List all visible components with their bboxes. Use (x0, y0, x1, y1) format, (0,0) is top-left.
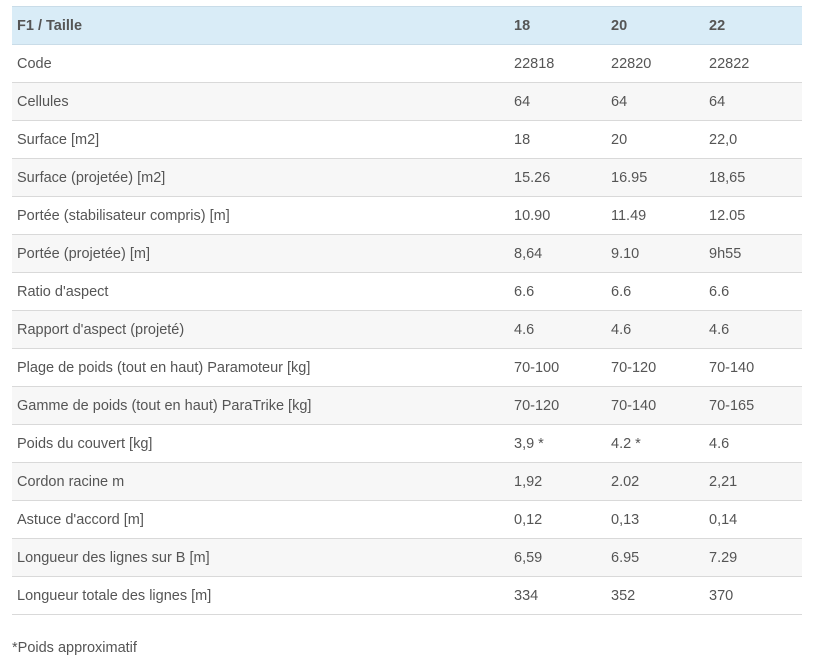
table-row: Longueur totale des lignes [m] 334 352 3… (12, 576, 802, 615)
table-row: Cordon racine m 1,92 2.02 2,21 (12, 462, 802, 501)
cell-value: 18 (509, 120, 606, 159)
cell-value: 11.49 (606, 196, 704, 235)
cell-value: 22820 (606, 44, 704, 83)
cell-value: 4.2 * (606, 424, 704, 463)
cell-value: 22818 (509, 44, 606, 83)
table-row: Portée (stabilisateur compris) [m] 10.90… (12, 196, 802, 235)
row-label: Cordon racine m (12, 462, 509, 501)
header-cell-size-22: 22 (704, 6, 802, 45)
cell-value: 70-140 (704, 348, 802, 387)
table-row: Rapport d'aspect (projeté) 4.6 4.6 4.6 (12, 310, 802, 349)
table-row: Longueur des lignes sur B [m] 6,59 6.95 … (12, 538, 802, 577)
row-label: Astuce d'accord [m] (12, 500, 509, 539)
table-row: Cellules 64 64 64 (12, 82, 802, 121)
cell-value: 64 (704, 82, 802, 121)
cell-value: 8,64 (509, 234, 606, 273)
row-label: Plage de poids (tout en haut) Paramoteur… (12, 348, 509, 387)
row-label: Surface [m2] (12, 120, 509, 159)
row-label: Ratio d'aspect (12, 272, 509, 311)
row-label: Code (12, 44, 509, 83)
cell-value: 6.6 (606, 272, 704, 311)
row-label: Longueur des lignes sur B [m] (12, 538, 509, 577)
cell-value: 16.95 (606, 158, 704, 197)
table-row: Gamme de poids (tout en haut) ParaTrike … (12, 386, 802, 425)
table-row: Portée (projetée) [m] 8,64 9.10 9h55 (12, 234, 802, 273)
row-label: Portée (stabilisateur compris) [m] (12, 196, 509, 235)
cell-value: 70-140 (606, 386, 704, 425)
cell-value: 4.6 (704, 310, 802, 349)
row-label: Portée (projetée) [m] (12, 234, 509, 273)
row-label: Longueur totale des lignes [m] (12, 576, 509, 615)
row-label: Surface (projetée) [m2] (12, 158, 509, 197)
table-row: Poids du couvert [kg] 3,9 * 4.2 * 4.6 (12, 424, 802, 463)
cell-value: 10.90 (509, 196, 606, 235)
cell-value: 6.6 (509, 272, 606, 311)
cell-value: 4.6 (704, 424, 802, 463)
cell-value: 15.26 (509, 158, 606, 197)
cell-value: 0,12 (509, 500, 606, 539)
cell-value: 334 (509, 576, 606, 615)
table-row: Surface (projetée) [m2] 15.26 16.95 18,6… (12, 158, 802, 197)
table-row: Astuce d'accord [m] 0,12 0,13 0,14 (12, 500, 802, 539)
cell-value: 70-120 (509, 386, 606, 425)
row-label: Poids du couvert [kg] (12, 424, 509, 463)
cell-value: 6,59 (509, 538, 606, 577)
cell-value: 352 (606, 576, 704, 615)
table-row: Surface [m2] 18 20 22,0 (12, 120, 802, 159)
cell-value: 70-120 (606, 348, 704, 387)
cell-value: 6.95 (606, 538, 704, 577)
header-cell-size-18: 18 (509, 6, 606, 45)
cell-value: 4.6 (606, 310, 704, 349)
cell-value: 64 (509, 82, 606, 121)
cell-value: 3,9 * (509, 424, 606, 463)
cell-value: 22822 (704, 44, 802, 83)
cell-value: 370 (704, 576, 802, 615)
cell-value: 22,0 (704, 120, 802, 159)
table-row: Ratio d'aspect 6.6 6.6 6.6 (12, 272, 802, 311)
header-cell-label: F1 / Taille (12, 6, 509, 45)
cell-value: 20 (606, 120, 704, 159)
cell-value: 1,92 (509, 462, 606, 501)
cell-value: 6.6 (704, 272, 802, 311)
row-label: Gamme de poids (tout en haut) ParaTrike … (12, 386, 509, 425)
table-body: Code 22818 22820 22822 Cellules 64 64 64… (12, 44, 802, 615)
header-row: F1 / Taille 18 20 22 (12, 6, 802, 45)
cell-value: 2,21 (704, 462, 802, 501)
cell-value: 4.6 (509, 310, 606, 349)
header-cell-size-20: 20 (606, 6, 704, 45)
table-row: Code 22818 22820 22822 (12, 44, 802, 83)
cell-value: 0,13 (606, 500, 704, 539)
cell-value: 70-100 (509, 348, 606, 387)
row-label: Cellules (12, 82, 509, 121)
row-label: Rapport d'aspect (projeté) (12, 310, 509, 349)
footnote: *Poids approximatif (12, 640, 137, 656)
cell-value: 64 (606, 82, 704, 121)
cell-value: 12.05 (704, 196, 802, 235)
table-row: Plage de poids (tout en haut) Paramoteur… (12, 348, 802, 387)
spec-table: F1 / Taille 18 20 22 Code 22818 22820 22… (12, 6, 802, 615)
table-header: F1 / Taille 18 20 22 (12, 6, 802, 45)
cell-value: 2.02 (606, 462, 704, 501)
cell-value: 9h55 (704, 234, 802, 273)
cell-value: 0,14 (704, 500, 802, 539)
cell-value: 7.29 (704, 538, 802, 577)
cell-value: 18,65 (704, 158, 802, 197)
cell-value: 9.10 (606, 234, 704, 273)
cell-value: 70-165 (704, 386, 802, 425)
